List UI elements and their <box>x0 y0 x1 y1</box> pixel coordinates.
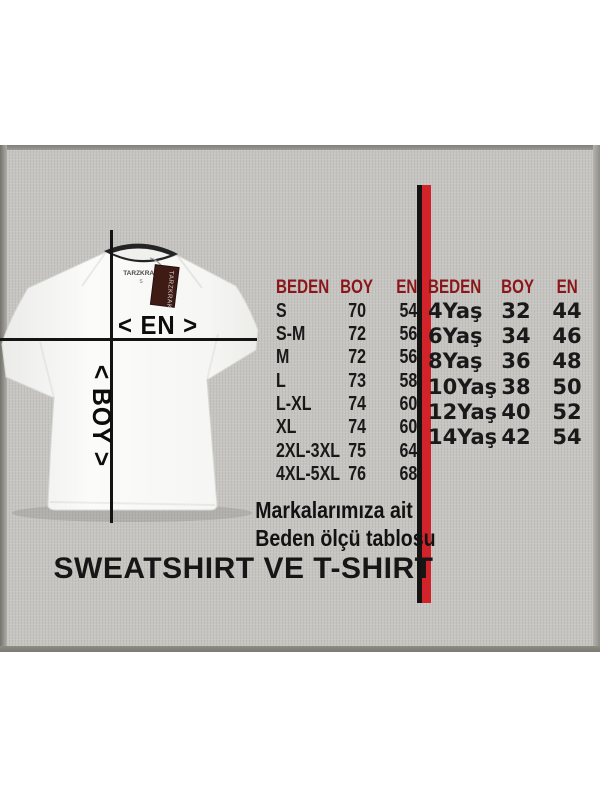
header-en: EN <box>395 277 417 298</box>
en-cell: 54 <box>552 425 582 449</box>
en-cell: 60 <box>399 416 417 438</box>
size-cell: M <box>276 346 290 368</box>
sleeve-fold-left <box>39 341 55 399</box>
en-cell: 52 <box>552 400 582 424</box>
en-cell: 60 <box>399 393 417 415</box>
size-cell: 10Yaş <box>428 375 498 399</box>
table-row: 12Yaş 40 52 <box>0 401 600 423</box>
table-row: 14Yaş 42 54 <box>0 426 600 448</box>
card-edge-top <box>0 145 600 150</box>
raglan-seam-right <box>176 254 203 289</box>
boy-cell: 76 <box>348 463 366 485</box>
boy-cell: 34 <box>501 324 531 348</box>
boy-cell: 72 <box>348 323 366 345</box>
card-edge-bottom <box>0 646 600 652</box>
boy-cell: 73 <box>348 370 366 392</box>
boy-cell: 40 <box>501 400 531 424</box>
width-label: < EN > <box>118 310 198 340</box>
note-line-2: Beden ölçü tablosu <box>255 525 436 551</box>
en-cell: 46 <box>552 324 582 348</box>
en-cell: 56 <box>399 346 417 368</box>
neck-size-letter: S <box>139 279 143 285</box>
size-chart-card <box>0 145 600 652</box>
en-cell: 58 <box>399 370 417 392</box>
table-row: 2XL-3XL 75 64 <box>0 440 600 462</box>
header-boy: BOY <box>501 277 535 298</box>
height-axis-line <box>110 230 113 523</box>
table-row: S-M 72 56 <box>0 323 600 345</box>
size-cell: 4XL-5XL <box>276 463 341 485</box>
en-cell: 44 <box>552 299 582 323</box>
neck-label: TARZKRAK <box>123 270 159 277</box>
en-cell: 64 <box>399 440 417 462</box>
card-edge-right <box>593 145 600 652</box>
width-axis-line <box>0 338 257 341</box>
table-row: S 70 54 <box>0 300 600 322</box>
note-text: Markalarımıza ait Beden ölçü tablosu <box>242 496 436 552</box>
table-row: 6Yaş 34 46 <box>0 325 600 347</box>
table-row: 4Yaş 32 44 <box>0 300 600 322</box>
boy-cell: 70 <box>348 300 366 322</box>
raglan-seam-left <box>81 251 107 287</box>
size-cell: S-M <box>276 323 306 345</box>
boy-cell: 32 <box>501 299 531 323</box>
table-row: L-XL 74 60 <box>0 393 600 415</box>
collar-inner-panel <box>112 248 170 261</box>
size-cell: 14Yaş <box>428 425 498 449</box>
size-cell: 4Yaş <box>428 299 483 323</box>
boy-cell: 74 <box>348 416 366 438</box>
table-row: XL 74 60 <box>0 416 600 438</box>
header-beden: BEDEN <box>276 277 330 298</box>
boy-cell: 74 <box>348 393 366 415</box>
table-row: 4XL-5XL 76 68 <box>0 463 600 485</box>
tshirt-illustration: TARZKRAK S TARZKRAK <box>1 243 259 522</box>
table-header-row: BEDEN BOY EN <box>0 277 600 299</box>
table-row: 10Yaş 38 50 <box>0 376 600 398</box>
note-line-1: Markalarımıza ait <box>255 497 413 523</box>
card-edge-left <box>0 145 7 652</box>
hem-stitch <box>49 501 216 506</box>
size-cell: 8Yaş <box>428 349 483 373</box>
table-row: 8Yaş 36 48 <box>0 350 600 372</box>
header-boy: BOY <box>340 277 374 298</box>
boy-cell: 36 <box>501 349 531 373</box>
divider-line-shadow <box>417 185 422 603</box>
en-cell: 48 <box>552 349 582 373</box>
en-cell: 68 <box>399 463 417 485</box>
tshirt-body <box>1 251 259 511</box>
page-title: SWEATSHIRT VE T-SHIRT <box>53 552 434 585</box>
hang-tag-text: TARZKRAK <box>165 270 175 309</box>
size-cell: S <box>276 300 287 322</box>
header-en: EN <box>556 277 578 298</box>
en-cell: 56 <box>399 323 417 345</box>
size-cell: 6Yaş <box>428 324 483 348</box>
header-beden: BEDEN <box>428 277 482 298</box>
size-cell: XL <box>276 416 297 438</box>
size-cell: L-XL <box>276 393 312 415</box>
size-cell: 12Yaş <box>428 400 498 424</box>
size-cell: 2XL-3XL <box>276 440 341 462</box>
en-cell: 54 <box>399 300 417 322</box>
size-cell: L <box>276 370 286 392</box>
sleeve-fold-right <box>206 333 219 381</box>
en-cell: 50 <box>552 375 582 399</box>
table-row: M 72 56 <box>0 346 600 368</box>
hang-tag: TARZKRAK <box>149 264 180 309</box>
boy-cell: 75 <box>348 440 366 462</box>
boy-cell: 72 <box>348 346 366 368</box>
boy-cell: 38 <box>501 375 531 399</box>
table-row: L 73 58 <box>0 370 600 392</box>
divider-line <box>422 185 431 603</box>
boy-cell: 42 <box>501 425 531 449</box>
table-header-row: BEDEN BOY EN <box>0 277 600 299</box>
